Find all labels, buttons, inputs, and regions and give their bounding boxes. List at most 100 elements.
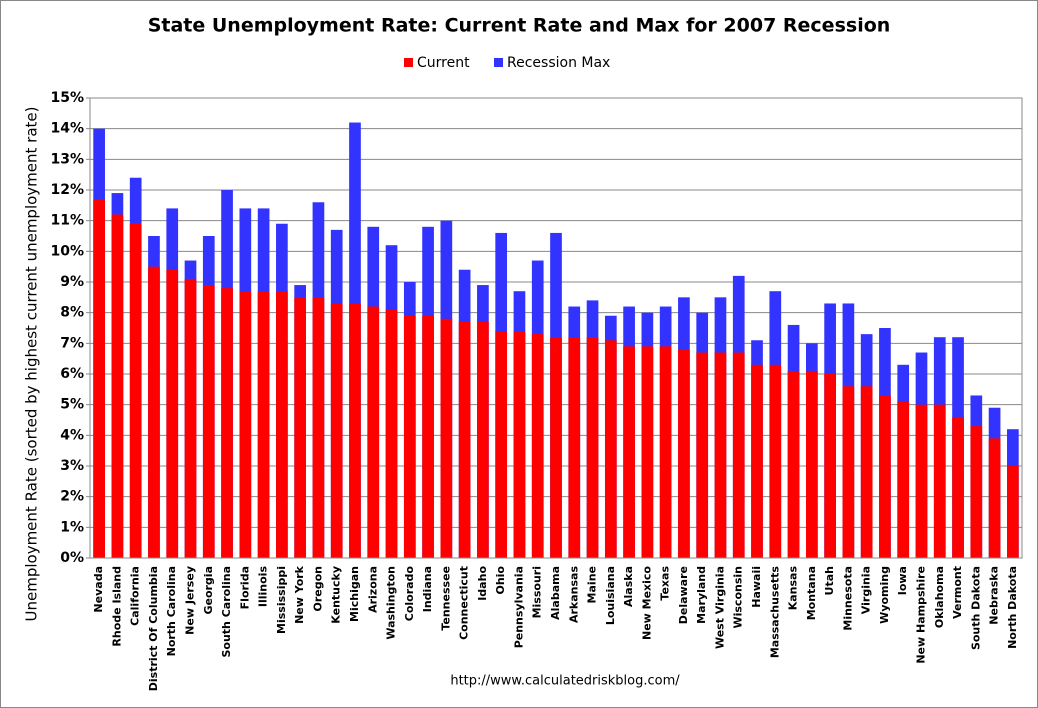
bar: [787, 370, 800, 558]
x-tick-label: Maine: [586, 566, 599, 603]
bar: [1007, 466, 1019, 558]
x-tick-label: Tennessee: [439, 566, 452, 631]
x-tick-label: Arkansas: [567, 566, 580, 623]
x-tick-label: North Carolina: [165, 566, 178, 656]
bar: [550, 337, 562, 558]
x-tick-label: Ohio: [494, 566, 507, 595]
bar: [714, 352, 727, 558]
bar: [166, 269, 179, 558]
y-axis-label: Unemployment Rate (sorted by highest cur…: [23, 107, 41, 622]
bar: [422, 315, 434, 558]
bar: [568, 337, 581, 558]
x-tick-label: New Jersey: [184, 566, 197, 635]
x-tick-label: Vermont: [951, 566, 964, 619]
x-tick-label: Mississippi: [275, 566, 288, 634]
bar: [988, 438, 1001, 558]
x-tick-label: West Virginia: [713, 566, 726, 649]
x-tick-label: Kansas: [787, 566, 800, 611]
x-tick-label: Iowa: [896, 566, 909, 595]
x-tick-label: Oregon: [311, 566, 324, 612]
bar: [93, 199, 105, 558]
x-tick-label: Alabama: [549, 566, 562, 620]
y-tick-label: 15%: [50, 90, 84, 106]
source: http://www.calculatedriskblog.com/: [450, 674, 680, 689]
bar: [933, 404, 946, 558]
x-tick-label: Nebraska: [988, 566, 1001, 625]
y-tick-label: 4%: [60, 427, 84, 443]
bar: [111, 214, 124, 559]
y-tick-label: 12%: [50, 182, 84, 198]
x-tick-label: Virginia: [860, 566, 873, 614]
bar: [330, 303, 343, 558]
legend-swatch: [494, 58, 503, 67]
x-tick-label: District Of Columbia: [147, 566, 160, 691]
bar: [915, 404, 928, 558]
x-tick-label: Rhode Island: [110, 566, 123, 647]
bar: [184, 278, 197, 558]
y-tick-label: 14%: [50, 121, 84, 137]
bar: [751, 364, 763, 558]
legend-swatch: [404, 58, 413, 67]
legend: Current Recession Max: [404, 55, 610, 71]
x-tick-label: Maryland: [695, 566, 708, 624]
bar: [970, 426, 983, 558]
bar: [513, 331, 526, 558]
y-tick-label: 8%: [60, 305, 84, 321]
bar: [659, 346, 672, 558]
legend-label: Current: [417, 55, 470, 71]
y-tick-label: 9%: [60, 274, 84, 290]
x-tick-label: Nevada: [92, 566, 105, 613]
x-tick-label: Michigan: [348, 566, 361, 622]
bar: [623, 346, 635, 558]
bar: [805, 370, 818, 558]
bar: [221, 288, 233, 558]
bar: [641, 346, 654, 558]
bar: [129, 223, 142, 558]
chart-title: State Unemployment Rate: Current Rate an…: [148, 15, 891, 37]
bar: [696, 352, 709, 558]
x-tick-label: Massachusetts: [768, 566, 781, 659]
bar: [257, 291, 270, 558]
x-tick-label: Connecticut: [458, 566, 471, 640]
bar: [824, 374, 836, 558]
bar: [349, 303, 361, 558]
x-tick-label: Delaware: [677, 566, 690, 624]
bar: [842, 386, 855, 558]
y-tick-label: 11%: [50, 213, 84, 229]
x-tick-label: Kentucky: [330, 566, 343, 624]
bar: [477, 321, 489, 558]
y-tick-label: 3%: [60, 458, 84, 474]
bar: [202, 285, 215, 558]
bar: [879, 395, 891, 558]
y-tick-label: 2%: [60, 489, 84, 505]
x-tick-label: Missouri: [531, 566, 544, 618]
x-tick-label: New York: [293, 565, 306, 624]
x-tick-label: New Mexico: [640, 566, 653, 640]
bar: [860, 386, 873, 558]
x-tick-label: Utah: [823, 566, 836, 595]
x-tick-label: Minnesota: [841, 566, 854, 631]
bar: [769, 364, 782, 558]
y-tick-label: 10%: [50, 243, 84, 259]
x-tick-label: Idaho: [476, 566, 489, 601]
bar: [604, 340, 617, 558]
x-tick-label: Illinois: [257, 566, 270, 608]
bar: [276, 291, 288, 558]
bar: [239, 291, 252, 558]
x-tick-label: Wyoming: [878, 566, 891, 624]
bar: [148, 266, 160, 558]
bar: [952, 416, 964, 558]
x-tick-label: New Hampshire: [914, 566, 927, 664]
bar: [586, 337, 599, 558]
legend-label: Recession Max: [507, 55, 610, 71]
x-tick-label: Alaska: [622, 566, 635, 607]
x-tick-label: Texas: [659, 566, 672, 601]
bar: [678, 349, 690, 558]
x-tick-label: Indiana: [421, 566, 434, 612]
bar: [732, 352, 745, 558]
x-tick-label: Oklahoma: [933, 566, 946, 628]
x-tick-label: South Carolina: [220, 566, 233, 658]
bar: [312, 297, 325, 558]
x-tick-label: California: [129, 566, 142, 626]
